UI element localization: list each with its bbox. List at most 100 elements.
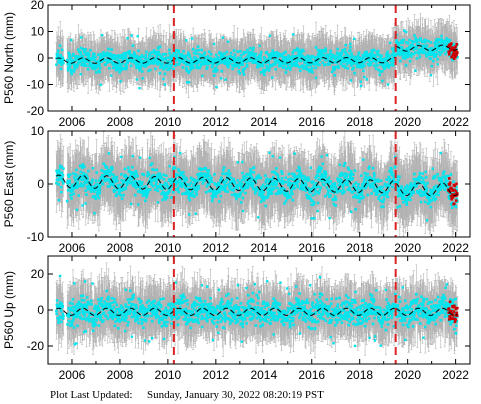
outlier-point — [80, 36, 83, 39]
data-point — [91, 54, 95, 58]
data-point — [88, 64, 91, 68]
data-point — [107, 60, 111, 63]
data-point — [67, 55, 71, 58]
data-point — [88, 61, 92, 65]
data-point — [108, 56, 111, 60]
data-point — [115, 63, 119, 66]
data-point — [70, 68, 73, 72]
data-point — [112, 66, 115, 70]
data-point — [118, 63, 122, 66]
data-point — [110, 53, 114, 57]
data-point — [111, 63, 115, 66]
data-point — [87, 52, 91, 56]
data-point — [98, 64, 101, 67]
data-point — [97, 53, 100, 57]
data-point — [79, 46, 83, 50]
data-point — [69, 70, 73, 74]
data-point — [108, 67, 111, 70]
data-point — [105, 58, 108, 62]
data-point — [87, 55, 90, 58]
data-point — [107, 47, 110, 51]
outlier-point — [119, 80, 122, 83]
data-point — [115, 66, 118, 70]
data-point — [114, 55, 117, 59]
data-point — [75, 65, 79, 69]
data-point — [66, 58, 69, 62]
data-point — [84, 48, 87, 51]
data-point — [60, 63, 63, 66]
data-point — [92, 63, 95, 67]
data-point — [69, 57, 72, 60]
data-point — [59, 53, 62, 57]
data-point — [75, 58, 78, 61]
data-point — [106, 54, 110, 57]
data-point — [119, 69, 122, 72]
data-point — [114, 58, 117, 61]
data-point — [71, 54, 75, 57]
data-point — [105, 51, 109, 54]
data-point — [84, 53, 88, 57]
data-point — [58, 58, 61, 62]
data-point — [56, 54, 60, 58]
data-point — [81, 57, 85, 60]
data-point — [99, 52, 103, 56]
data-point — [82, 47, 85, 51]
data-point — [59, 61, 62, 64]
data-point — [79, 52, 83, 56]
data-point — [70, 58, 74, 62]
data-point — [73, 67, 77, 71]
data-point — [117, 65, 120, 69]
outlier-point — [79, 73, 82, 76]
data-point — [60, 48, 64, 52]
data-point — [68, 66, 71, 69]
data-point — [90, 64, 94, 67]
data-point — [110, 48, 113, 51]
data-point — [76, 64, 79, 67]
data-point — [86, 67, 90, 71]
outlier-point — [70, 38, 73, 42]
data-point — [77, 61, 80, 65]
data-point — [98, 67, 102, 70]
data-point — [56, 52, 59, 56]
data-point — [112, 57, 116, 60]
data-point — [66, 69, 70, 72]
data-point — [83, 60, 87, 63]
data-point — [80, 60, 83, 63]
data-point — [76, 55, 80, 58]
data-point — [93, 67, 97, 71]
data-point — [58, 44, 62, 47]
data-point — [97, 61, 101, 65]
data-point — [56, 49, 60, 53]
data-point — [113, 61, 117, 64]
data-point — [110, 61, 114, 64]
data-point — [67, 60, 71, 64]
data-point — [82, 64, 86, 67]
data-point — [114, 68, 118, 72]
data-point — [77, 48, 80, 51]
data-point — [55, 63, 58, 66]
data-point — [113, 62, 116, 66]
data-point — [68, 53, 71, 56]
data-point — [70, 72, 73, 76]
observation-points — [55, 29, 459, 90]
data-point — [80, 63, 84, 66]
data-point — [86, 60, 89, 63]
data-point — [93, 52, 96, 56]
data-point — [90, 58, 93, 61]
data-point — [77, 59, 81, 63]
data-point — [92, 57, 96, 60]
panel-north: 2006 2008 2010 2012 2014 2016 2018 2020 2022-20-… — [2, 0, 471, 129]
data-point — [81, 54, 84, 58]
data-point — [85, 64, 88, 67]
data-point — [118, 54, 121, 58]
data-point — [79, 50, 82, 54]
outlier-point — [110, 74, 113, 77]
data-point — [93, 59, 96, 62]
data-point — [95, 71, 98, 74]
data-point — [116, 68, 120, 71]
data-point — [94, 55, 97, 59]
outlier-point — [100, 34, 104, 37]
data-point — [61, 56, 65, 60]
data-point — [72, 70, 76, 73]
